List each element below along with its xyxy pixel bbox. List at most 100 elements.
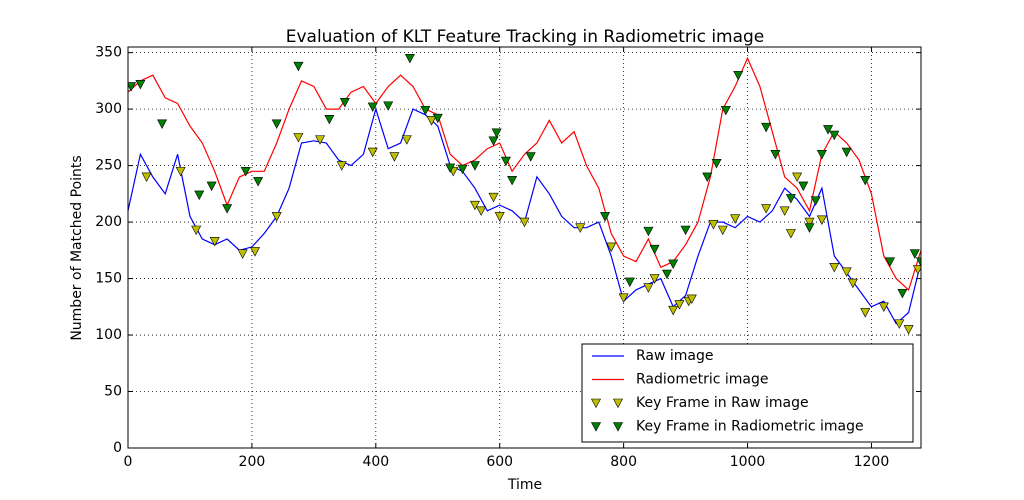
key-frame-marker <box>779 206 790 216</box>
legend-marker <box>591 398 601 409</box>
key-frame-marker <box>383 101 394 111</box>
key-frame-marker <box>885 257 896 267</box>
key-frame-marker <box>420 105 431 116</box>
key-frame-marker <box>237 249 248 259</box>
key-frame-marker <box>860 175 871 186</box>
key-frame-marker <box>253 177 264 187</box>
key-frame-marker <box>315 135 326 145</box>
chart-title: Evaluation of KLT Feature Tracking in Ra… <box>286 27 765 47</box>
key-frame-marker <box>336 161 347 171</box>
key-frame-marker <box>770 150 781 160</box>
key-frame-marker <box>401 135 412 145</box>
key-frame-marker <box>191 225 202 236</box>
axes-frame <box>127 46 922 449</box>
key-frame-marker <box>624 277 635 288</box>
key-frame-marker <box>525 152 536 162</box>
key-frame-marker <box>674 300 685 310</box>
key-frame-marker <box>860 308 871 318</box>
key-frame-marker <box>367 102 378 113</box>
key-frame-marker <box>488 192 499 203</box>
key-frame-marker <box>761 204 772 214</box>
legend-label: Key Frame in Raw image <box>636 395 809 411</box>
key-frame-marker <box>206 181 217 192</box>
key-frame-marker <box>903 325 914 335</box>
key-frame-marker <box>668 305 679 316</box>
key-frame-marker <box>271 119 282 129</box>
key-frame-marker <box>785 194 796 204</box>
key-frame-marker <box>897 288 908 299</box>
key-frame-marker <box>457 164 468 175</box>
key-frame-marker <box>804 223 815 233</box>
y-tick-label: 100 <box>95 327 122 343</box>
key-frame-marker <box>222 204 233 214</box>
key-frame-marker <box>649 274 660 284</box>
x-tick-label: 600 <box>486 454 513 470</box>
key-frame-marker <box>157 119 168 129</box>
key-frame-marker <box>128 82 137 92</box>
x-tick-label: 1000 <box>730 454 766 470</box>
key-frame-marker <box>194 190 205 201</box>
key-frame-marker <box>494 212 505 222</box>
legend-label: Key Frame in Radiometric image <box>636 419 864 435</box>
key-frame-marker <box>733 70 744 81</box>
key-frame-marker <box>469 200 480 211</box>
key-frame-marker <box>240 166 251 177</box>
legend-marker <box>613 422 623 432</box>
key-frame-marker <box>829 130 840 141</box>
key-frame-marker <box>600 212 611 222</box>
legend-label: Radiometric image <box>636 372 768 388</box>
key-frame-marker <box>668 259 679 270</box>
key-frame-marker <box>507 175 518 186</box>
x-axis-label: Time <box>507 477 542 493</box>
key-frame-marker <box>785 229 796 239</box>
key-frame-marker <box>618 293 629 303</box>
key-frame-marker <box>792 172 803 183</box>
y-tick-label: 350 <box>95 45 122 61</box>
data-line <box>128 56 921 291</box>
key-frame-marker <box>823 125 834 135</box>
key-frame-marker <box>491 128 502 138</box>
legend-box <box>581 343 914 443</box>
key-frame-marker <box>250 247 261 257</box>
key-frame-marker <box>367 147 378 158</box>
key-frame-marker <box>717 225 728 236</box>
x-tick-label: 1200 <box>854 454 890 470</box>
key-frame-marker <box>847 278 858 289</box>
key-frame-marker <box>445 163 456 174</box>
key-frame-marker <box>293 133 304 143</box>
x-tick-label: 800 <box>610 454 637 470</box>
y-tick-label: 50 <box>104 384 122 400</box>
key-frame-marker <box>500 156 511 167</box>
key-frame-marker <box>680 225 691 236</box>
key-frame-marker <box>909 249 920 259</box>
key-frame-marker <box>816 150 827 160</box>
y-tick-label: 300 <box>95 101 122 117</box>
key-frame-marker <box>469 161 480 171</box>
key-frame-marker <box>271 212 282 222</box>
key-frame-marker <box>293 61 304 72</box>
key-frame-marker <box>708 220 719 230</box>
key-frame-marker <box>324 114 335 125</box>
key-frame-marker <box>730 214 741 224</box>
x-tick-label: 0 <box>124 454 133 470</box>
key-frame-marker <box>720 105 731 116</box>
y-tick-label: 250 <box>95 158 122 174</box>
legend-label: Raw image <box>636 348 714 364</box>
key-frame-marker <box>404 53 415 64</box>
key-frame-marker <box>711 159 722 169</box>
key-frame-marker <box>829 262 840 273</box>
key-frame-marker <box>426 116 437 126</box>
key-frame-marker <box>878 302 889 312</box>
key-frame-marker <box>810 196 821 206</box>
key-frame-marker <box>702 172 713 183</box>
key-frame-marker <box>649 244 660 255</box>
key-frame-marker <box>141 172 152 183</box>
key-frame-marker <box>135 79 146 90</box>
key-frame-marker <box>389 152 400 162</box>
key-frame-marker <box>661 269 672 280</box>
key-frame-marker <box>686 294 697 305</box>
key-frame-marker <box>209 236 220 247</box>
key-frame-marker <box>912 265 921 275</box>
